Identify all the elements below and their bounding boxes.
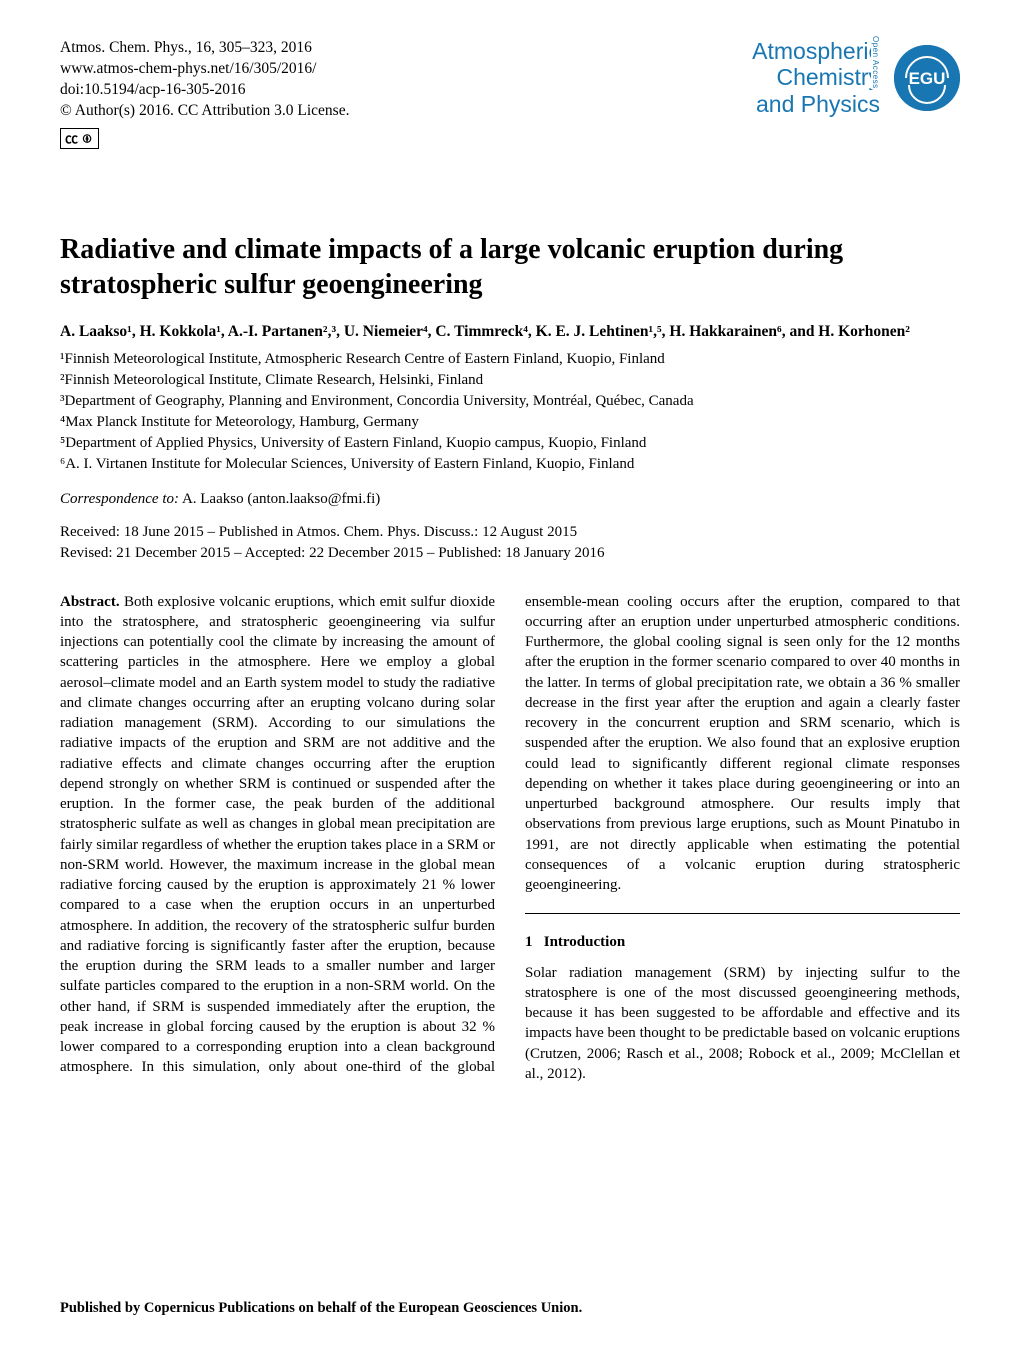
header-left: Atmos. Chem. Phys., 16, 305–323, 2016 ww… [60, 38, 349, 150]
cc-icon: ㏄ [65, 131, 79, 146]
body-columns: Abstract. Both explosive volcanic erupti… [60, 592, 960, 1087]
correspondence-label: Correspondence to: [60, 491, 179, 507]
affiliation-6: ⁶A. I. Virtanen Institute for Molecular … [60, 454, 960, 475]
egu-badge: EGU [894, 45, 960, 111]
egu-logo-icon: EGU [894, 45, 960, 111]
section-title: Introduction [544, 934, 625, 950]
author-list: A. Laakso¹, H. Kokkola¹, A.-I. Partanen²… [60, 322, 960, 343]
authors-text: A. Laakso¹, H. Kokkola¹, A.-I. Partanen²… [60, 323, 910, 340]
header-row: Atmos. Chem. Phys., 16, 305–323, 2016 ww… [60, 38, 960, 150]
abstract-label: Abstract. [60, 594, 120, 610]
journal-line2: Chemistry [752, 64, 880, 90]
affiliation-5: ⁵Department of Applied Physics, Universi… [60, 433, 960, 454]
article-title: Radiative and climate impacts of a large… [60, 232, 960, 302]
license-line: © Author(s) 2016. CC Attribution 3.0 Lic… [60, 101, 349, 122]
by-icon: 🅯 [83, 132, 91, 146]
section-1-heading: 1 Introduction [525, 932, 960, 952]
publication-dates: Received: 18 June 2015 – Published in At… [60, 522, 960, 564]
dates-line2: Revised: 21 December 2015 – Accepted: 22… [60, 543, 960, 564]
open-access-label: Open Access [871, 36, 880, 89]
publisher-footer: Published by Copernicus Publications on … [60, 1300, 582, 1317]
doi: doi:10.5194/acp-16-305-2016 [60, 80, 349, 101]
affiliation-4: ⁴Max Planck Institute for Meteorology, H… [60, 412, 960, 433]
correspondence: Correspondence to: A. Laakso (anton.laak… [60, 491, 960, 508]
journal-line3: and Physics [752, 91, 880, 117]
affiliation-2: ²Finnish Meteorological Institute, Clima… [60, 370, 960, 391]
affiliation-list: ¹Finnish Meteorological Institute, Atmos… [60, 349, 960, 475]
affiliation-3: ³Department of Geography, Planning and E… [60, 391, 960, 412]
journal-line1: Atmospheric [752, 38, 880, 64]
dates-line1: Received: 18 June 2015 – Published in At… [60, 522, 960, 543]
page: Atmos. Chem. Phys., 16, 305–323, 2016 ww… [0, 0, 1020, 1345]
journal-url: www.atmos-chem-phys.net/16/305/2016/ [60, 59, 349, 80]
journal-logo-text: Atmospheric Chemistry and Physics [752, 38, 880, 117]
egu-text: EGU [909, 69, 946, 88]
correspondence-text: A. Laakso (anton.laakso@fmi.fi) [179, 491, 380, 507]
section-number: 1 [525, 934, 533, 950]
section-divider [525, 913, 960, 914]
cc-license-badge: ㏄ 🅯 [60, 128, 99, 150]
intro-paragraph: Solar radiation management (SRM) by inje… [525, 963, 960, 1085]
header-right: Atmospheric Chemistry and Physics Open A… [752, 38, 960, 117]
citation: Atmos. Chem. Phys., 16, 305–323, 2016 [60, 38, 349, 59]
affiliation-1: ¹Finnish Meteorological Institute, Atmos… [60, 349, 960, 370]
